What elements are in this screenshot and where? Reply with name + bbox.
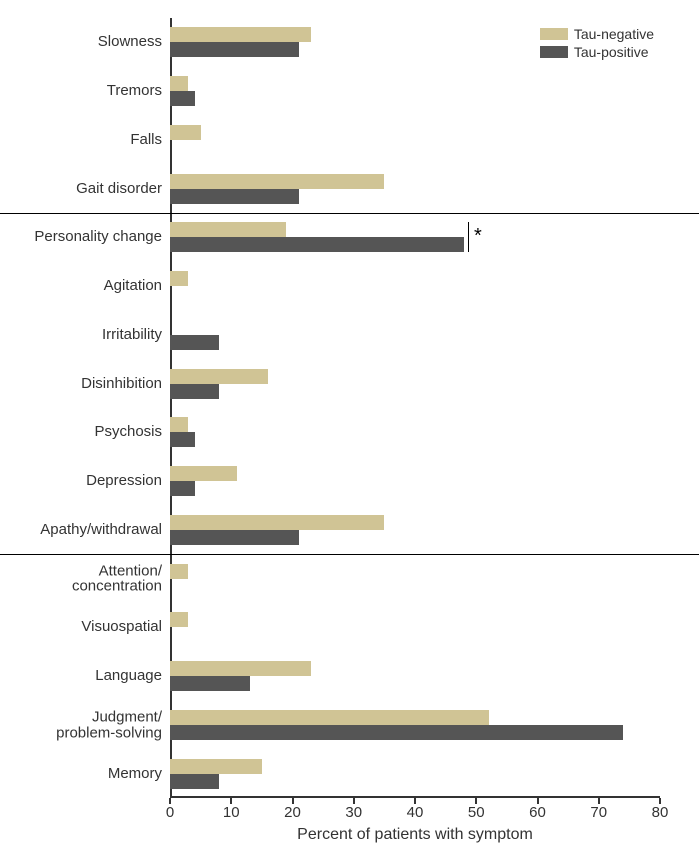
- x-tick-label: 60: [529, 804, 546, 821]
- category-row: Irritability: [170, 311, 660, 360]
- bar-tau-negative: [170, 466, 237, 481]
- category-row: Tremors: [170, 67, 660, 116]
- category-label: Personality change: [2, 230, 170, 246]
- bar-tau-positive: [170, 42, 299, 57]
- x-axis-label: Percent of patients with symptom: [297, 826, 533, 844]
- category-label: Visuospatial: [2, 620, 170, 636]
- bar-tau-negative: [170, 564, 188, 579]
- category-label: Attention/concentration: [2, 563, 170, 595]
- category-label: Language: [2, 668, 170, 684]
- x-tick-label: 30: [345, 804, 362, 821]
- bar-tau-negative: [170, 125, 201, 140]
- category-label: Apathy/withdrawal: [2, 522, 170, 538]
- bar-tau-negative: [170, 759, 262, 774]
- category-label: Agitation: [2, 278, 170, 294]
- category-row: Gait disorder: [170, 164, 660, 213]
- bar-tau-negative: [170, 369, 268, 384]
- x-tick-label: 20: [284, 804, 301, 821]
- bar-tau-negative: [170, 271, 188, 286]
- category-label: Psychosis: [2, 425, 170, 441]
- category-row: Agitation: [170, 262, 660, 311]
- category-label: Gait disorder: [2, 181, 170, 197]
- category-label: Judgment/problem-solving: [2, 709, 170, 741]
- category-row: Memory: [170, 749, 660, 798]
- category-row: Slowness: [170, 18, 660, 67]
- bar-tau-negative: [170, 222, 286, 237]
- bar-tau-negative: [170, 710, 489, 725]
- bar-tau-positive: [170, 432, 195, 447]
- category-label: Tremors: [2, 83, 170, 99]
- category-label: Slowness: [2, 35, 170, 51]
- bar-tau-negative: [170, 27, 311, 42]
- bar-tau-negative: [170, 76, 188, 91]
- x-tick-label: 50: [468, 804, 485, 821]
- bar-tau-negative: [170, 612, 188, 627]
- bar-tau-positive: [170, 530, 299, 545]
- category-row: Visuospatial: [170, 603, 660, 652]
- x-tick-label: 40: [407, 804, 424, 821]
- x-tick-label: 70: [590, 804, 607, 821]
- category-row: Personality change*: [170, 213, 660, 262]
- bar-tau-positive: [170, 481, 195, 496]
- category-row: Attention/concentration: [170, 554, 660, 603]
- category-row: Apathy/withdrawal: [170, 506, 660, 555]
- category-label: Disinhibition: [2, 376, 170, 392]
- bar-tau-positive: [170, 725, 623, 740]
- plot-area: Tau-negative Tau-positive 01020304050607…: [170, 18, 660, 798]
- category-row: Language: [170, 652, 660, 701]
- category-row: Psychosis: [170, 408, 660, 457]
- category-label: Memory: [2, 766, 170, 782]
- category-row: Falls: [170, 116, 660, 165]
- category-label: Irritability: [2, 327, 170, 343]
- bar-tau-negative: [170, 661, 311, 676]
- category-row: Disinhibition: [170, 359, 660, 408]
- bar-tau-negative: [170, 174, 384, 189]
- bar-tau-positive: [170, 384, 219, 399]
- category-row: Depression: [170, 457, 660, 506]
- bar-tau-positive: [170, 335, 219, 350]
- x-tick-label: 80: [652, 804, 669, 821]
- bar-tau-negative: [170, 417, 188, 432]
- bar-tau-positive: [170, 676, 250, 691]
- category-label: Falls: [2, 132, 170, 148]
- symptom-chart: Tau-negative Tau-positive 01020304050607…: [0, 0, 699, 856]
- bar-tau-positive: [170, 237, 464, 252]
- bar-tau-positive: [170, 774, 219, 789]
- significance-star: *: [474, 225, 482, 248]
- category-label: Depression: [2, 473, 170, 489]
- bar-tau-negative: [170, 515, 384, 530]
- x-tick-label: 0: [166, 804, 174, 821]
- x-tick-label: 10: [223, 804, 240, 821]
- bar-tau-positive: [170, 91, 195, 106]
- category-row: Judgment/problem-solving: [170, 701, 660, 750]
- bar-tau-positive: [170, 189, 299, 204]
- significance-bracket: [468, 222, 469, 252]
